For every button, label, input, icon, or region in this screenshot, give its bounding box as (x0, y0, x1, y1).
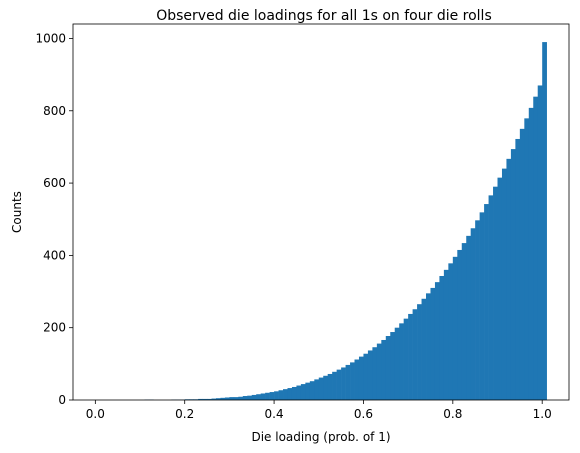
histogram-bar (390, 332, 396, 400)
histogram-bar (350, 362, 355, 400)
histogram-bar (332, 371, 337, 400)
histogram-bar (412, 309, 418, 400)
histogram-bar (394, 327, 400, 400)
histogram-bar (510, 149, 516, 400)
histogram-bar (220, 397, 226, 400)
histogram-bar (385, 336, 391, 400)
histogram-bar (434, 282, 440, 400)
histogram-bar (475, 220, 480, 400)
histogram-bar (519, 128, 525, 400)
y-tick-label: 200 (43, 321, 66, 335)
histogram-bar (358, 356, 364, 400)
histogram-bar (439, 275, 445, 400)
histogram-bar (426, 293, 431, 400)
x-tick-label: 0.4 (265, 407, 284, 421)
histogram-bar (470, 228, 476, 400)
histogram-bar (417, 304, 422, 400)
histogram-bar (207, 398, 212, 400)
histogram-bar (278, 390, 284, 400)
histogram-bar (381, 339, 387, 400)
histogram-bar (399, 323, 404, 400)
histogram-bar (484, 204, 489, 400)
histogram-bar (309, 381, 315, 400)
y-tick-label: 400 (43, 248, 66, 262)
histogram-bar (341, 367, 346, 400)
histogram-bar (363, 353, 369, 400)
histogram-bar (260, 393, 266, 400)
histogram-bar (542, 42, 547, 400)
histogram-bar (215, 398, 221, 400)
histogram-bar (318, 377, 324, 400)
histogram-bar (198, 398, 203, 400)
x-tick-label: 0.8 (443, 407, 462, 421)
histogram-bar (537, 85, 543, 401)
histogram-bar (448, 263, 454, 400)
histogram-bar (367, 350, 373, 400)
x-tick-label: 0.2 (175, 407, 194, 421)
y-tick-label: 600 (43, 176, 66, 190)
histogram-bar (229, 397, 235, 400)
histogram-bar (479, 212, 485, 400)
histogram-bar (269, 392, 275, 400)
y-tick-label: 800 (43, 104, 66, 118)
histogram-bar (421, 298, 427, 400)
plot-frame (72, 23, 570, 401)
histogram-bar (251, 394, 257, 400)
histogram-bar (283, 389, 288, 400)
histogram-bar (497, 177, 503, 400)
histogram-bar (376, 343, 382, 400)
histogram-bar (242, 396, 248, 400)
histogram-bar (224, 397, 230, 400)
histogram-bar (287, 388, 293, 400)
histogram-bar (314, 379, 320, 400)
y-axis-ticks: 0 200 400 600 800 1000 (35, 31, 73, 407)
histogram-bar (452, 256, 458, 400)
histogram-bar (493, 186, 498, 400)
histogram-bar (336, 369, 342, 400)
histogram-bar (533, 96, 539, 401)
y-tick-label: 1000 (35, 31, 66, 45)
histogram-bar (372, 347, 378, 400)
histogram-bar (501, 168, 507, 400)
x-tick-label: 0.0 (86, 407, 105, 421)
chart-title: Observed die loadings for all 1s on four… (156, 8, 492, 24)
histogram-bar (323, 375, 328, 400)
histogram-bar (506, 158, 512, 400)
y-tick-label: 0 (58, 393, 66, 407)
histogram-bars (144, 42, 547, 401)
histogram-bar (327, 373, 333, 400)
histogram-bar (457, 249, 463, 400)
histogram-bar (354, 359, 360, 400)
histogram-bar (300, 384, 306, 400)
histogram-bar (202, 398, 208, 400)
histogram-bar (488, 195, 494, 400)
y-axis-label: Counts (10, 191, 24, 233)
x-axis-label: Die loading (prob. of 1) (251, 430, 390, 444)
histogram-bar (345, 364, 351, 400)
histogram-bar (461, 243, 467, 400)
histogram-bar (274, 391, 279, 400)
histogram-bar (233, 397, 239, 400)
histogram-bar (515, 138, 521, 400)
histogram-bar (247, 395, 253, 400)
histogram-bar (403, 318, 409, 400)
x-tick-label: 0.6 (354, 407, 373, 421)
histogram-bar (256, 394, 261, 400)
x-axis-ticks: 0.0 0.2 0.4 0.6 0.8 1.0 (86, 400, 552, 421)
x-tick-label: 1.0 (533, 407, 552, 421)
histogram-bar (408, 313, 413, 400)
histogram-bar (305, 382, 311, 400)
histogram-bar (430, 287, 436, 400)
histogram-bar (265, 392, 270, 400)
histogram-bar (296, 385, 302, 400)
histogram-bar (238, 396, 244, 400)
histogram-bar (291, 386, 297, 400)
histogram-bar (211, 398, 217, 400)
histogram-bar (466, 235, 471, 400)
histogram-bar (443, 269, 449, 400)
histogram-bar (524, 118, 530, 401)
histogram-bar (528, 107, 534, 400)
